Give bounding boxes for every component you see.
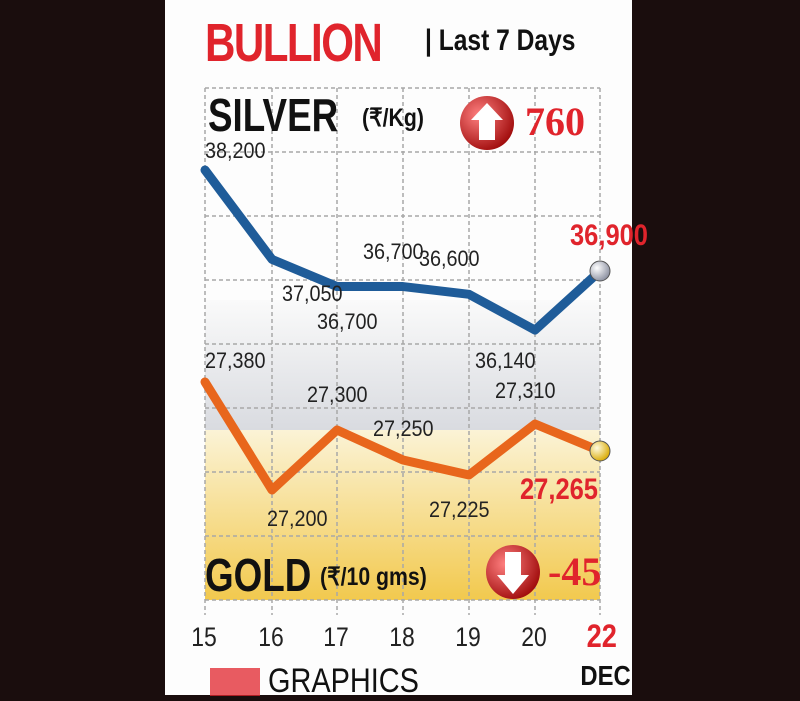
gold-data-label: 27,310 [495,378,556,403]
x-axis-unit: DEC [580,660,631,691]
data-point [589,440,611,462]
data-point [589,260,611,282]
chart-subtitle: | Last 7 Days [425,24,576,57]
silver-data-label: 36,600 [419,246,480,272]
pti-logo [210,668,260,696]
gold-data-label: 27,250 [373,416,434,441]
gold-title: GOLD [205,549,312,601]
silver-title: SILVER [208,89,339,141]
silver-unit: (₹/Kg) [362,104,424,132]
x-tick-label: 16 [258,622,284,652]
chart-title: BULLION [205,13,383,73]
silver-data-label: 36,700 [317,308,378,334]
gold-data-label: 27,300 [307,382,368,407]
silver-data-label: 36,900 [570,219,649,252]
silver-change: 760 [525,99,585,144]
silver-data-label: 38,200 [205,138,266,163]
silver-up-arrow-icon [460,96,514,150]
gold-change: -45 [548,549,602,594]
gold-line [200,377,605,495]
x-tick-label: 19 [455,622,481,652]
gold-data-label: 27,200 [267,506,328,531]
gold-data-label: 27,265 [520,473,599,506]
x-tick-label: 22 [586,618,617,654]
x-tick-label: 15 [191,622,217,652]
x-tick-label: 20 [521,622,547,652]
gold-data-label: 27,380 [205,348,266,373]
grid [204,87,601,615]
silver-data-label: 36,700 [363,238,424,264]
gold-unit: (₹/10 gms) [320,563,427,591]
x-tick-label: 17 [323,622,349,652]
x-tick-label: 18 [389,622,415,652]
gold-data-label: 27,225 [429,497,490,522]
gold-down-arrow-icon [486,545,540,599]
silver-data-label: 36,140 [475,348,536,374]
silver-data-label: 37,050 [282,281,343,307]
silver-line [200,165,605,335]
footer-text: GRAPHICS [268,662,419,700]
